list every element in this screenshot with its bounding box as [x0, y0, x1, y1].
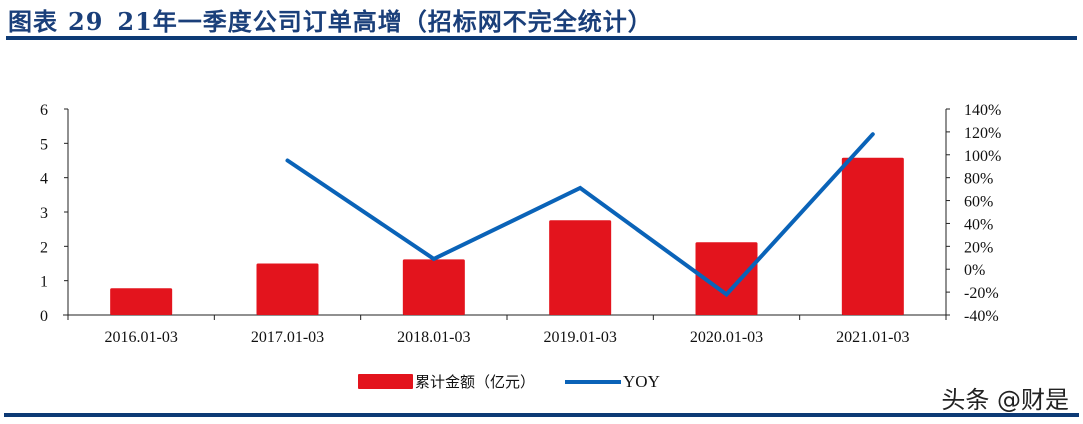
bar	[695, 242, 758, 315]
right-tick-label: 20%	[964, 239, 993, 256]
x-tick-label: 2021.01-03	[836, 329, 909, 346]
bar	[110, 288, 173, 315]
left-y-axis: 0 1 2 3 4 5 6	[40, 102, 69, 325]
left-tick-label: 3	[40, 205, 48, 222]
title-divider	[6, 36, 1077, 40]
x-tick-label: 2018.01-03	[397, 329, 470, 346]
bar	[549, 220, 612, 315]
watermark: 头条 @财是	[941, 386, 1069, 414]
right-tick-label: 120%	[964, 125, 1001, 142]
left-tick-label: 6	[40, 102, 48, 119]
bar-series	[110, 157, 904, 315]
legend-bar-label: 累计金额（亿元）	[415, 373, 536, 391]
x-tick-label: 2017.01-03	[251, 329, 324, 346]
legend-line-label: YOY	[623, 371, 660, 391]
right-tick-label: 0%	[964, 262, 985, 279]
figure-label: 图表	[8, 7, 58, 36]
figure-title-text: 21年一季度公司订单高增（招标网不完全统计）	[117, 7, 653, 36]
left-tick-label: 4	[40, 171, 48, 188]
right-y-axis: -40% -20% 0% 20% 40% 60% 80% 100% 120% 140%	[945, 102, 1001, 325]
x-tick-label: 2016.01-03	[105, 329, 178, 346]
figure-title: 图表 29 21年一季度公司订单高增（招标网不完全统计）	[8, 2, 653, 37]
combo-chart: 0 1 2 3 4 5 6 -40% -20% 0% 20% 40% 60% 80% 100% 120% 14…	[40, 102, 1001, 346]
x-tick-label: 2019.01-03	[544, 329, 617, 346]
right-tick-label: 40%	[964, 216, 993, 233]
right-tick-label: 100%	[964, 148, 1001, 165]
left-tick-label: 5	[40, 136, 48, 153]
left-tick-label: 0	[40, 308, 48, 325]
legend-line-swatch	[565, 379, 622, 384]
x-axis: 2016.01-03 2017.01-03 2018.01-03 2019.01-03…	[63, 314, 950, 346]
figure-number: 29	[68, 7, 104, 36]
bar	[841, 157, 904, 315]
left-tick-label: 1	[40, 274, 48, 291]
right-tick-label: 140%	[964, 102, 1001, 119]
left-tick-label: 2	[40, 239, 48, 256]
bar	[402, 259, 465, 315]
right-tick-label: 60%	[964, 194, 993, 211]
legend-bar-swatch	[358, 374, 413, 389]
bar	[256, 263, 319, 315]
yoy-line-series	[285, 132, 875, 298]
right-tick-label: 80%	[964, 171, 993, 188]
right-tick-label: -40%	[964, 308, 999, 325]
bottom-divider	[4, 413, 1079, 417]
x-tick-label: 2020.01-03	[690, 329, 763, 346]
chart-legend: 累计金额（亿元） YOY	[358, 371, 660, 392]
right-tick-label: -20%	[964, 285, 999, 302]
yoy-line	[285, 132, 875, 298]
